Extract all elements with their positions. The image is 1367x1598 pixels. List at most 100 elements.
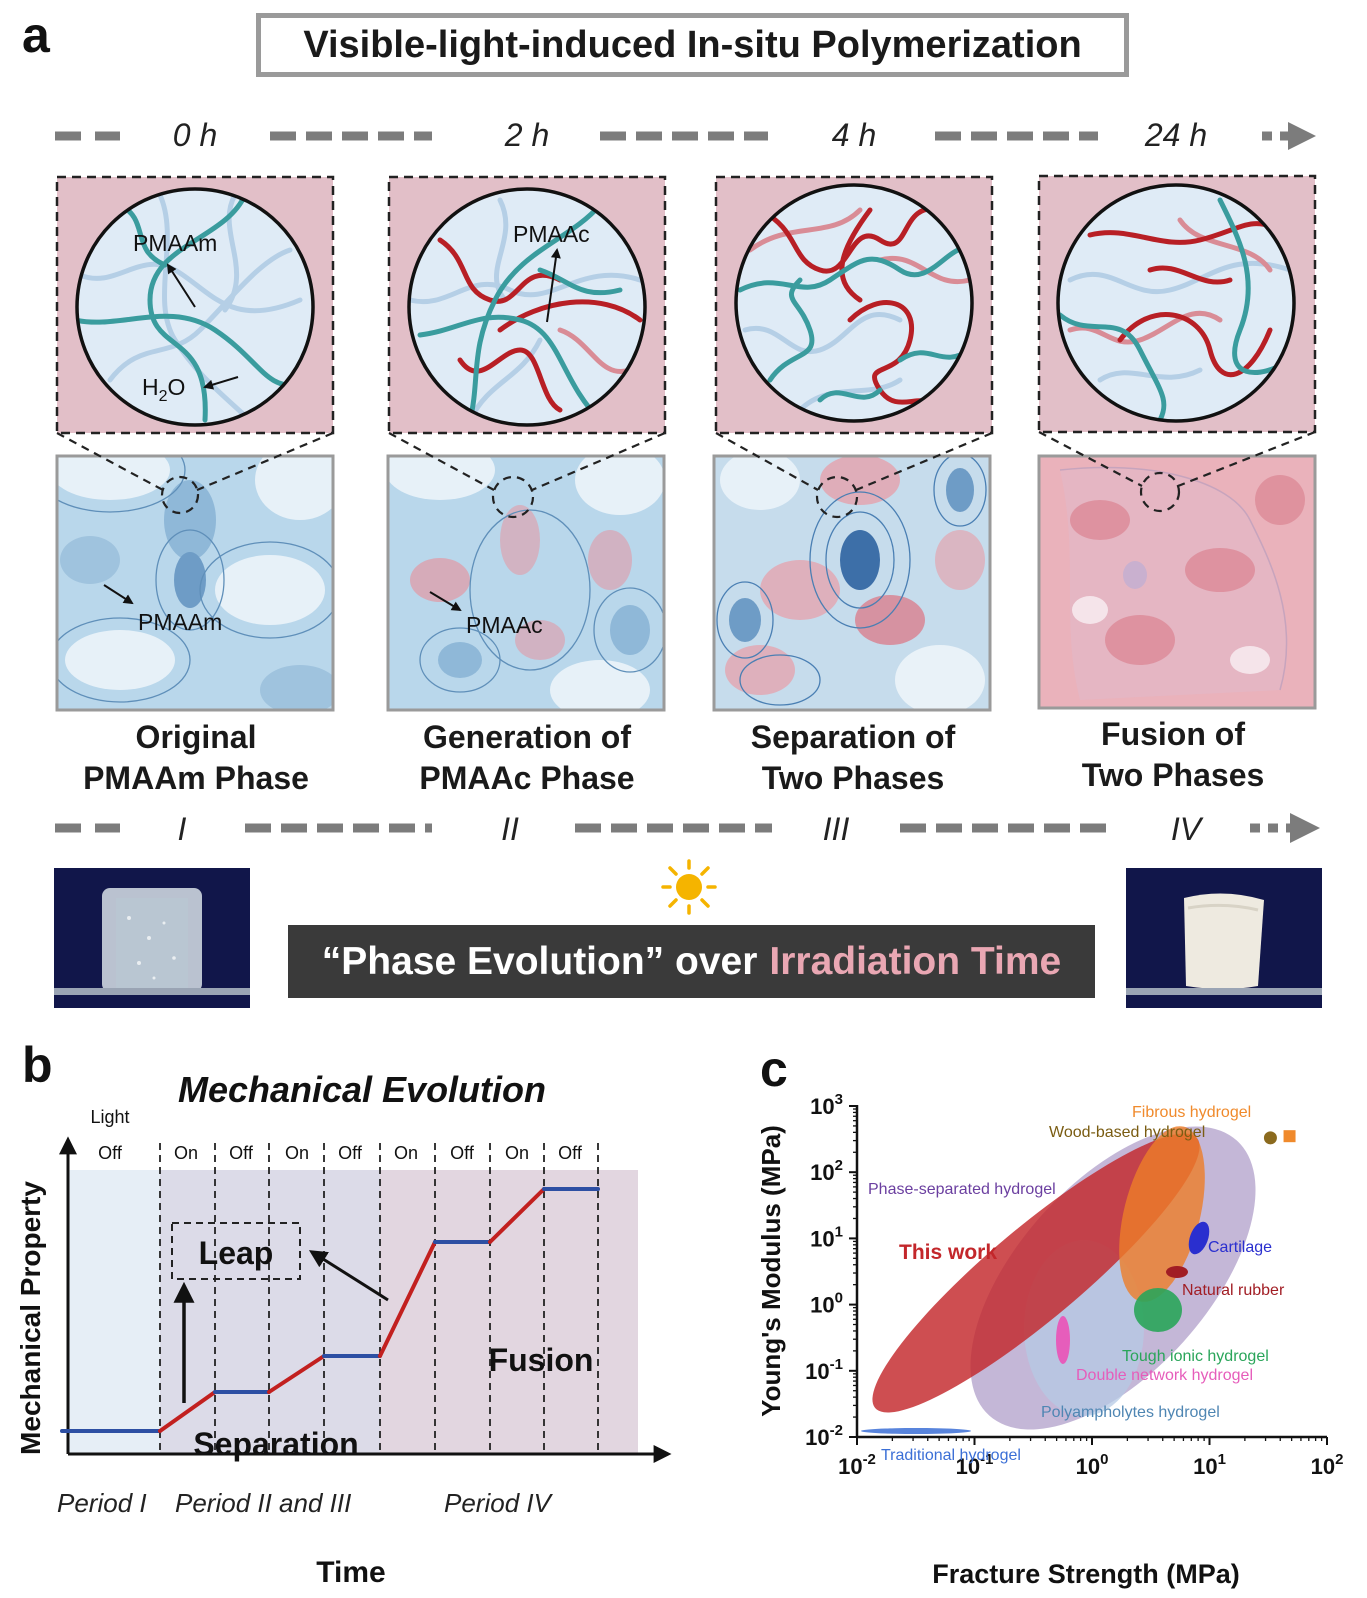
c-ylabel: Young's Modulus (MPa) <box>756 1125 786 1417</box>
period-roman-2: II <box>501 811 519 847</box>
panel-a-title: Visible-light-induced In-situ Polymeriza… <box>256 13 1129 77</box>
stage-title-4: Fusion of Two Phases <box>1013 714 1333 796</box>
light-state-3: On <box>285 1143 309 1163</box>
y-tick-label: 103 <box>810 1091 843 1119</box>
time-label-4h: 4 h <box>832 117 876 153</box>
label-phase-separated: Phase-separated hydrogel <box>868 1181 1056 1198</box>
light-state-6: Off <box>450 1143 475 1163</box>
panel-b-letter: b <box>22 1037 53 1093</box>
stage-title-4-line1: Fusion of <box>1101 716 1245 752</box>
stage-title-1-line1: Original <box>135 719 257 755</box>
panel-b-figure: Mechanical Evolution Light Off On Off On… <box>15 1069 672 1589</box>
y-tick-label: 10-2 <box>805 1422 843 1450</box>
y-tick-label: 101 <box>810 1223 843 1251</box>
map2-pmaac-label: PMAAc <box>466 612 543 638</box>
phase-evolution-banner: “Phase Evolution” over Irradiation Time <box>288 925 1095 998</box>
x-tick-label: 100 <box>1076 1451 1109 1479</box>
chart-regions <box>861 1126 1256 1434</box>
chart-points <box>1263 1130 1296 1145</box>
period-roman-4: IV <box>1171 811 1204 847</box>
region-natural-rubber <box>1166 1266 1188 1278</box>
light-dividers <box>159 1143 599 1454</box>
label-natural-rubber: Natural rubber <box>1182 1282 1285 1299</box>
light-state-8: Off <box>558 1143 583 1163</box>
time-arrow-top-head <box>1288 122 1316 150</box>
stage-title-2-line2: PMAAc Phase <box>419 760 635 796</box>
x-tick-label: 102 <box>1311 1451 1344 1479</box>
y-tick-label: 102 <box>810 1157 843 1185</box>
zoom-circle-2: PMAAc <box>407 187 647 427</box>
stage-title-3-line1: Separation of <box>750 719 956 755</box>
zoom1-h2o-label: H2O <box>142 374 185 405</box>
region-cartilage <box>1188 1221 1210 1255</box>
label-fibrous: Fibrous hydrogel <box>1132 1104 1251 1121</box>
leap-arrow-diagonal <box>308 1250 389 1302</box>
stage-title-2-line1: Generation of <box>422 719 631 755</box>
zoom-connectors <box>56 430 1316 519</box>
x-tick-label: 10-1 <box>956 1451 994 1479</box>
y-tick-label: 10-1 <box>805 1356 843 1384</box>
hydrogel-photo-transparent <box>54 868 250 1008</box>
light-state-5: On <box>394 1143 418 1163</box>
time-label-24h: 24 h <box>1144 117 1207 153</box>
light-state-7: On <box>505 1143 529 1163</box>
c-xlabel: Fracture Strength (MPa) <box>932 1559 1240 1589</box>
x-tick-label: 10-2 <box>838 1451 876 1479</box>
period-i-label: Period I <box>57 1488 147 1518</box>
contour-map-4 <box>1037 454 1317 710</box>
panel-a-figure: 0 h 2 h 4 h 24 h PMAAm H2O <box>55 117 1320 915</box>
banner-pink-text: Irradiation Time <box>769 939 1062 983</box>
zoom-circle-3 <box>734 183 974 423</box>
map1-pmaam-label: PMAAm <box>138 609 222 635</box>
zoom2-pmaac-label: PMAAc <box>513 221 590 247</box>
period-iv-shade <box>380 1170 638 1454</box>
label-tough-ionic: Tough ionic hydrogel <box>1122 1348 1269 1365</box>
stage-title-1-line2: PMAAm Phase <box>83 760 309 796</box>
panel-c-chart: 10-2 10-1 100 101 102 10-2 10-1 100 101 102 103 Fi… <box>756 1091 1343 1589</box>
label-cartilage: Cartilage <box>1208 1239 1272 1256</box>
contour-map-1: PMAAm <box>55 454 335 712</box>
b-ylabel: Mechanical Property <box>15 1181 46 1455</box>
region-fibrous <box>1119 1126 1205 1302</box>
mechanical-evolution-title: Mechanical Evolution <box>178 1069 546 1110</box>
point-fibrous-hydrogel <box>1283 1130 1296 1143</box>
stage-title-3-line2: Two Phases <box>761 760 945 796</box>
chart-ticks: 10-2 10-1 100 101 102 10-2 10-1 100 101 102 103 <box>805 1091 1343 1479</box>
period-ii-iii-label: Period II and III <box>175 1488 351 1518</box>
stage-title-4-line2: Two Phases <box>1081 757 1265 793</box>
period-roman-1: I <box>178 811 187 847</box>
stage-title-3: Separation of Two Phases <box>693 717 1013 799</box>
mechanical-curve <box>60 1187 600 1433</box>
fusion-label: Fusion <box>489 1342 594 1378</box>
region-traditional <box>861 1428 971 1434</box>
region-this-work <box>872 1133 1200 1413</box>
sun-icon <box>661 859 717 915</box>
label-polyampholytes: Polyampholytes hydrogel <box>1041 1404 1220 1421</box>
label-double-network: Double network hydrogel <box>1076 1367 1253 1384</box>
light-label: Light <box>90 1107 129 1127</box>
stage-title-2: Generation of PMAAc Phase <box>367 717 687 799</box>
period-i-shade <box>68 1170 160 1454</box>
point-wood-based-hydrogel <box>1263 1131 1277 1145</box>
stage-title-1: Original PMAAm Phase <box>36 717 356 799</box>
x-tick-label: 101 <box>1193 1451 1226 1479</box>
panel-a-letter: a <box>22 7 50 63</box>
period-ii-iii-shade <box>160 1170 380 1454</box>
region-tough-ionic <box>1134 1288 1182 1332</box>
zoom-circle-4 <box>1056 183 1296 423</box>
label-this-work: This work <box>899 1241 997 1264</box>
y-tick-label: 100 <box>810 1290 843 1318</box>
period-roman-3: III <box>823 811 850 847</box>
b-xlabel: Time <box>316 1556 385 1589</box>
zoom1-pmaam-label: PMAAm <box>133 230 217 256</box>
period-arrow-head <box>1290 813 1320 843</box>
label-wood: Wood-based hydrogel <box>1049 1124 1205 1141</box>
time-label-0h: 0 h <box>173 117 217 153</box>
period-iv-label: Period IV <box>444 1488 554 1518</box>
banner-white-text: “Phase Evolution” over <box>321 939 758 983</box>
label-traditional: Traditional hydrogel <box>881 1447 1021 1464</box>
separation-label: Separation <box>193 1426 358 1462</box>
contour-map-2: PMAAc <box>386 454 666 712</box>
leap-dashed-outline <box>171 1222 301 1280</box>
hydrogel-photo-opaque <box>1126 868 1322 1008</box>
